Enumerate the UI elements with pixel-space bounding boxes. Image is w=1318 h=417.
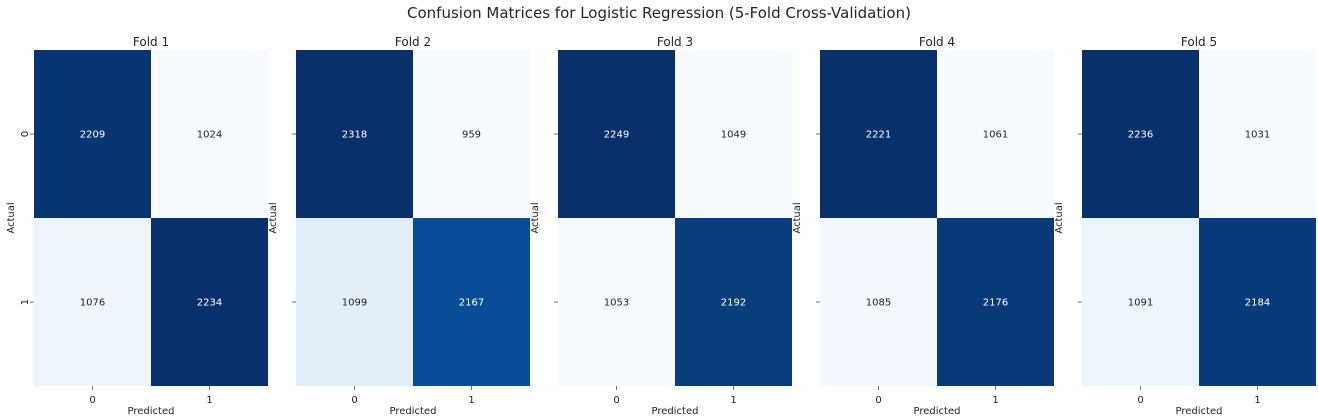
cell-value-label: 1049: [721, 130, 746, 141]
cell-value-label: 2176: [983, 298, 1008, 309]
x-tick-label: 0: [351, 395, 357, 406]
heatmap-cell: [558, 50, 675, 218]
y-axis-label: Actual: [1054, 202, 1065, 233]
y-tick-label: 0: [20, 131, 31, 137]
cell-value-label: 1053: [604, 298, 629, 309]
x-tick-label: 1: [992, 395, 998, 406]
x-tick-label: 0: [613, 395, 619, 406]
cell-value-label: 1085: [866, 298, 891, 309]
heatmap-cell: [820, 50, 937, 218]
x-tick-label: 1: [1254, 395, 1260, 406]
heatmap-cell: [1082, 50, 1199, 218]
heatmap-cell: [34, 218, 151, 386]
heatmap-cell: [937, 50, 1054, 218]
fold-panels: Fold 1 2209 1024 1076 2234 0 1 Predicted 0 1 Actua…: [6, 35, 1316, 417]
panel-title: Fold 2: [395, 35, 431, 49]
heatmap-cell: [296, 218, 413, 386]
y-axis-label: Actual: [530, 202, 541, 233]
heatmap-cell: [413, 50, 530, 218]
panel-title: Fold 5: [1181, 35, 1217, 49]
heatmap-cell: [937, 218, 1054, 386]
panel-title: Fold 1: [133, 35, 169, 49]
x-tick-label: 1: [730, 395, 736, 406]
y-axis-label: Actual: [268, 202, 279, 233]
x-axis-label: Predicted: [652, 406, 699, 417]
heatmap-cell: [34, 50, 151, 218]
heatmap-cell: [413, 218, 530, 386]
panel-title: Fold 4: [919, 35, 955, 49]
x-tick-label: 1: [468, 395, 474, 406]
x-axis-label: Predicted: [914, 406, 961, 417]
cell-value-label: 1024: [197, 130, 222, 141]
heatmap-cell: [151, 218, 268, 386]
x-axis-label: Predicted: [390, 406, 437, 417]
y-axis-label: Actual: [792, 202, 803, 233]
y-tick-label: 1: [20, 299, 31, 305]
x-tick-label: 1: [206, 395, 212, 406]
cell-value-label: 2236: [1128, 130, 1153, 141]
cell-value-label: 1099: [342, 298, 367, 309]
cell-value-label: 959: [462, 130, 481, 141]
x-axis-label: Predicted: [128, 406, 175, 417]
cell-value-label: 2234: [197, 298, 222, 309]
x-tick-label: 0: [1137, 395, 1143, 406]
x-axis-label: Predicted: [1176, 406, 1223, 417]
heatmap-cell: [1199, 50, 1316, 218]
x-tick-label: 0: [875, 395, 881, 406]
heatmap-cell: [820, 218, 937, 386]
fold-panel-2: Fold 2 2318 959 1099 2167 0 1 Predicted Actual: [268, 35, 530, 417]
fold-panel-5: Fold 5 2236 1031 1091 2184 0 1 Predicted Actual: [1054, 35, 1316, 417]
heatmap-cell: [296, 50, 413, 218]
x-tick-label: 0: [89, 395, 95, 406]
cell-value-label: 2167: [459, 298, 484, 309]
cell-value-label: 1091: [1128, 298, 1153, 309]
cell-value-label: 2221: [866, 130, 891, 141]
panel-title: Fold 3: [657, 35, 693, 49]
fold-panel-3: Fold 3 2249 1049 1053 2192 0 1 Predicted Actual: [530, 35, 792, 417]
heatmap-cell: [558, 218, 675, 386]
heatmap-cell: [151, 50, 268, 218]
figure-title: Confusion Matrices for Logistic Regressi…: [407, 4, 911, 22]
cell-value-label: 1076: [80, 298, 105, 309]
cell-value-label: 2209: [80, 130, 105, 141]
cell-value-label: 1031: [1245, 130, 1270, 141]
heatmap-cell: [675, 50, 792, 218]
cell-value-label: 1061: [983, 130, 1008, 141]
cell-value-label: 2249: [604, 130, 629, 141]
fold-panel-1: Fold 1 2209 1024 1076 2234 0 1 Predicted 0 1 Actua…: [6, 35, 268, 417]
cell-value-label: 2192: [721, 298, 746, 309]
heatmap-cell: [1082, 218, 1199, 386]
fold-panel-4: Fold 4 2221 1061 1085 2176 0 1 Predicted Actual: [792, 35, 1054, 417]
cell-value-label: 2318: [342, 130, 367, 141]
y-axis-label: Actual: [6, 202, 17, 233]
heatmap-cell: [675, 218, 792, 386]
cell-value-label: 2184: [1245, 298, 1270, 309]
heatmap-cell: [1199, 218, 1316, 386]
